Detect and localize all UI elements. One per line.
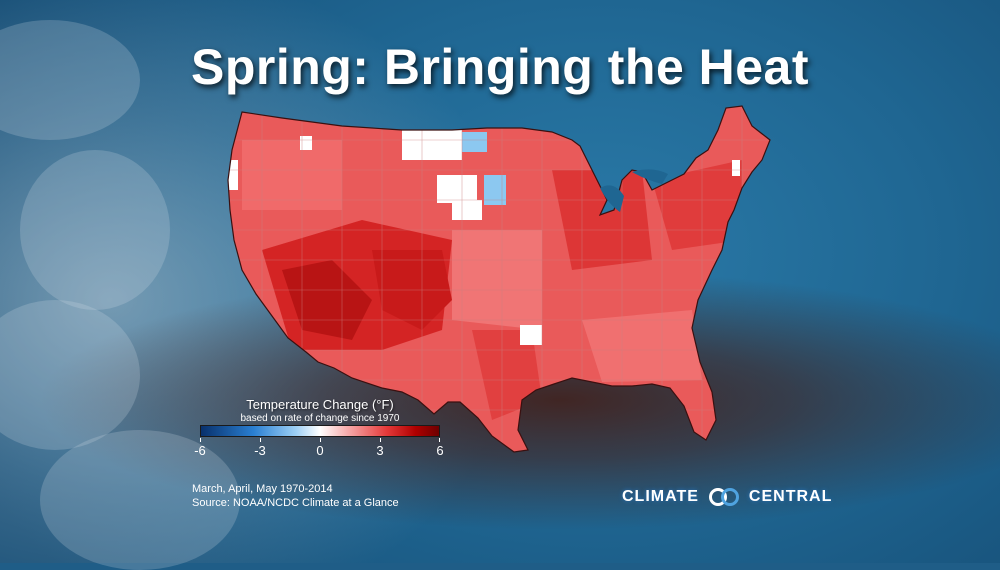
us-temperature-map: [227, 105, 771, 453]
legend-tick-label: -6: [194, 443, 206, 458]
legend-tick: [439, 438, 440, 442]
legend-title: Temperature Change (°F): [246, 397, 394, 412]
blossom-petal: [0, 300, 140, 450]
legend-tick: [320, 438, 321, 442]
legend-tick: [260, 438, 261, 442]
legend-tick-label: 6: [436, 443, 444, 458]
legend-tick: [200, 438, 201, 442]
interlocking-rings-icon: [708, 488, 739, 506]
legend-subtitle: based on rate of change since 1970: [240, 413, 400, 424]
legend-tick: [380, 438, 381, 442]
logo-text-right: CENTRAL: [748, 488, 833, 505]
legend-tick-label: 0: [316, 443, 324, 458]
blossom-petal: [0, 20, 140, 140]
climate-central-logo: CLIMATE CENTRAL: [622, 486, 832, 508]
us-outline: [227, 105, 771, 453]
legend-colorbar: [200, 425, 440, 437]
lake-michigan: [600, 185, 624, 212]
source-note: Source: NOAA/NCDC Climate at a Glance: [192, 497, 399, 509]
blossom-petal: [40, 430, 240, 570]
blossom-petal: [20, 150, 170, 310]
lake-superior: [632, 169, 668, 184]
logo-text-left: CLIMATE: [622, 488, 699, 505]
page-title: Spring: Bringing the Heat: [190, 39, 810, 95]
legend-tick-label: -3: [254, 443, 266, 458]
legend-tick-label: 3: [376, 443, 384, 458]
period-note: March, April, May 1970-2014: [192, 483, 333, 495]
